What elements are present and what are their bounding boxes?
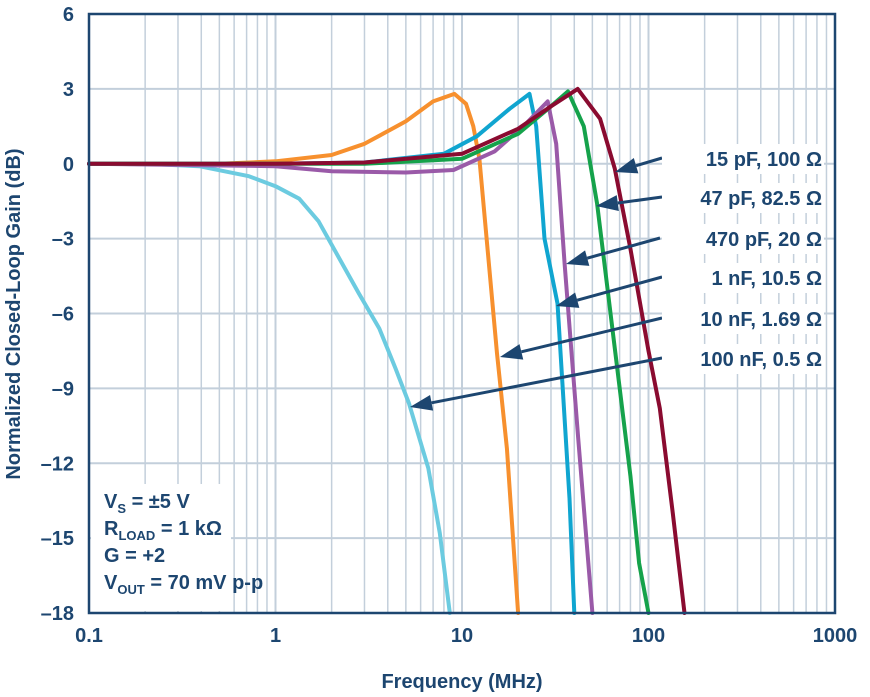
y-tick-label: –6 (52, 304, 74, 326)
conditions-background (91, 484, 231, 611)
condition-line: G = +2 (104, 545, 165, 567)
arrow-head (596, 195, 619, 211)
series-label: 15 pF, 100 Ω (706, 149, 822, 171)
x-tick-label: 10 (451, 625, 473, 647)
condition-line: VS = ±5 V (104, 491, 190, 516)
series-label: 100 nF, 0.5 Ω (700, 349, 822, 371)
arrow-head (410, 394, 434, 411)
arrow-line (617, 195, 663, 205)
series-line (87, 161, 452, 615)
series-label: 47 pF, 82.5 Ω (700, 188, 822, 210)
x-tick-label: 0.1 (75, 625, 103, 647)
series-label: 10 nF, 1.69 Ω (700, 309, 822, 331)
series-line (87, 86, 687, 615)
arrow-head (500, 344, 524, 360)
label-background (662, 144, 824, 174)
arrow-line (521, 316, 663, 354)
arrow-head (615, 158, 639, 174)
y-tick-label: –12 (41, 453, 74, 475)
series-label: 1 nF, 10.5 Ω (711, 268, 822, 290)
arrow-line (576, 275, 663, 302)
arrow-line (635, 156, 663, 168)
y-tick-label: –9 (52, 378, 74, 400)
arrow-head (556, 292, 580, 308)
annotation-arrows (410, 156, 663, 411)
arrow-line (586, 236, 661, 260)
condition-line: VOUT = 70 mV p-p (104, 572, 263, 597)
tick-labels: 0.1 1 10 100 1000 6 3 0 –3 –6 –9 –12 –15 –18 (41, 4, 858, 647)
arrow-head (566, 250, 590, 266)
x-axis-label: Frequency (MHz) (381, 671, 542, 693)
y-axis-label: Normalized Closed-Loop Gain (dB) (3, 148, 25, 479)
y-tick-label: –18 (41, 603, 74, 625)
label-background (662, 304, 824, 334)
series-label: 470 pF, 20 Ω (706, 229, 822, 251)
x-tick-label: 1 (270, 625, 281, 647)
series-labels: 15 pF, 100 Ω 47 pF, 82.5 Ω 470 pF, 20 Ω 1 n… (662, 144, 824, 374)
y-tick-label: –15 (41, 528, 74, 550)
y-tick-label: 3 (63, 79, 74, 101)
x-tick-label: 100 (632, 625, 665, 647)
y-tick-label: 0 (63, 154, 74, 176)
label-background (662, 224, 824, 254)
series-line (87, 91, 521, 615)
label-background (662, 344, 824, 374)
arrow-line (431, 356, 663, 405)
y-tick-label: 6 (63, 4, 74, 26)
plot-frame (87, 12, 837, 615)
x-tick-label: 1000 (813, 625, 858, 647)
curves (87, 86, 687, 615)
label-background (662, 263, 824, 293)
label-background (662, 183, 824, 213)
condition-line: RLOAD = 1 kΩ (104, 518, 222, 543)
y-tick-label: –3 (52, 229, 74, 251)
